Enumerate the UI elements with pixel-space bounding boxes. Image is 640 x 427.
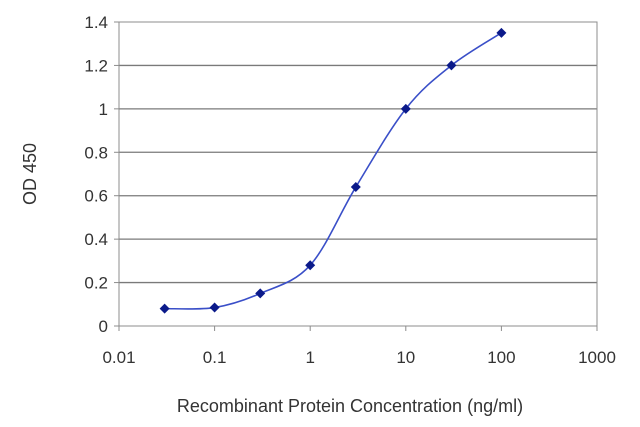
data-point-marker	[159, 303, 170, 314]
x-tick-label: 10	[396, 348, 415, 367]
y-axis-title: OD 450	[20, 143, 40, 205]
y-tick-label: 1.4	[84, 13, 108, 32]
x-tick-label: 1	[305, 348, 314, 367]
series-line	[164, 32, 502, 310]
x-tick-label: 1000	[578, 348, 616, 367]
y-tick-label: 1.2	[84, 56, 108, 75]
series-markers	[159, 27, 507, 314]
x-tick-label: 0.1	[203, 348, 227, 367]
plot-area	[118, 21, 598, 327]
data-point-marker	[400, 103, 411, 114]
data-point-marker	[350, 182, 361, 193]
y-tick-label: 1	[99, 100, 108, 119]
gridlines	[119, 64, 597, 284]
data-point-marker	[496, 27, 507, 38]
x-tick-label: 0.01	[102, 348, 135, 367]
x-tick-label: 100	[487, 348, 515, 367]
y-tick-label: 0	[99, 317, 108, 336]
data-point-marker	[446, 60, 457, 71]
y-tick-label: 0.4	[84, 230, 108, 249]
data-point-marker	[305, 260, 316, 271]
x-axis-title: Recombinant Protein Concentration (ng/ml…	[177, 396, 523, 416]
data-point-marker	[255, 288, 266, 299]
data-point-marker	[209, 302, 220, 313]
y-tick-label: 0.6	[84, 187, 108, 206]
x-axis-ticks: 0.01 0.1 1 10 100 1000	[102, 326, 616, 367]
y-axis-ticks: 0 0.2 0.4 0.6 0.8 1 1.2 1.4	[84, 13, 119, 336]
y-tick-label: 0.2	[84, 274, 108, 293]
y-tick-label: 0.8	[84, 143, 108, 162]
